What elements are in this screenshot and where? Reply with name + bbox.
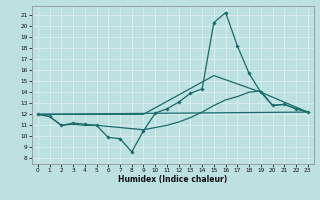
X-axis label: Humidex (Indice chaleur): Humidex (Indice chaleur) — [118, 175, 228, 184]
